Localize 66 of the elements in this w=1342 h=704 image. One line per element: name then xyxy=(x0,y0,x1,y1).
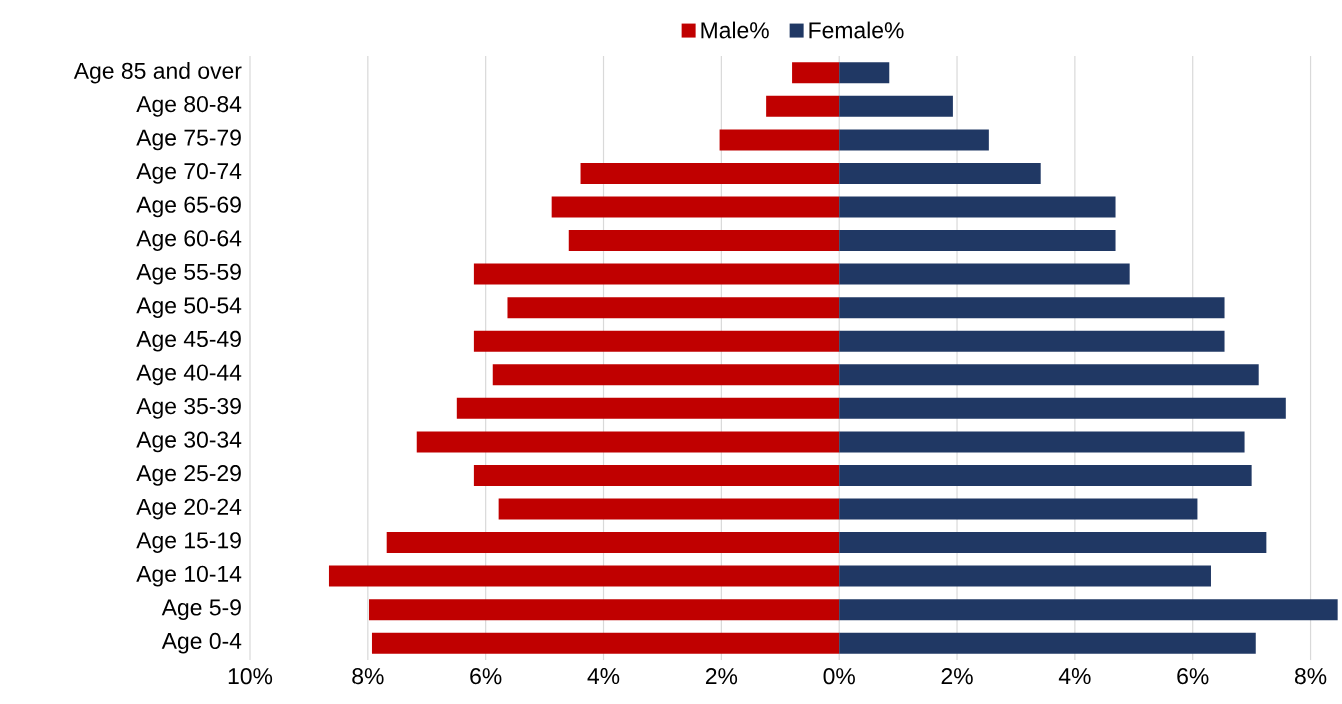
bar xyxy=(839,364,1259,386)
bar xyxy=(839,397,1286,419)
bar xyxy=(473,330,840,352)
bar xyxy=(473,464,840,486)
bar xyxy=(328,565,840,587)
bar xyxy=(839,129,989,151)
x-tick-label: 10% xyxy=(228,668,273,685)
y-tick-label: Age 40-44 xyxy=(136,364,242,386)
bar xyxy=(507,297,840,319)
bar xyxy=(839,464,1252,486)
legend-label: Female% xyxy=(809,21,904,39)
bar xyxy=(839,565,1211,587)
y-tick-label: Age 80-84 xyxy=(136,95,242,117)
bar xyxy=(369,599,840,621)
bar xyxy=(386,532,840,554)
y-tick-label: Age 10-14 xyxy=(136,565,242,587)
y-tick-label: Age 55-59 xyxy=(136,263,241,285)
bar xyxy=(766,95,840,117)
bar xyxy=(839,431,1245,453)
y-tick-label: Age 5-9 xyxy=(161,599,241,621)
bar xyxy=(568,230,840,252)
x-tick-label: 0% xyxy=(823,668,855,685)
bar xyxy=(473,263,840,285)
bar xyxy=(498,498,840,520)
y-tick-label: Age 0-4 xyxy=(161,632,242,654)
bar xyxy=(792,62,840,84)
y-tick-label: Age 25-29 xyxy=(136,465,241,486)
legend-label: Male% xyxy=(701,21,769,39)
bar xyxy=(839,263,1130,285)
x-tick-label: 4% xyxy=(587,668,620,685)
y-tick-label: Age 85 and over xyxy=(73,62,242,84)
bar xyxy=(371,632,840,654)
y-tick-label: Age 30-34 xyxy=(136,431,242,453)
y-tick-label: Age 60-64 xyxy=(136,230,242,251)
y-tick-label: Age 35-39 xyxy=(136,397,241,419)
x-tick-label: 2% xyxy=(705,668,738,685)
x-tick-label: 8% xyxy=(1294,668,1327,685)
y-tick-label: Age 65-69 xyxy=(136,196,241,218)
x-tick-label: 4% xyxy=(1058,668,1091,685)
y-tick-label: Age 75-79 xyxy=(136,129,241,151)
bar xyxy=(839,532,1267,554)
bar xyxy=(839,599,1338,621)
bar xyxy=(551,196,840,218)
bar xyxy=(839,498,1198,520)
bar xyxy=(839,297,1225,319)
bar xyxy=(492,364,840,386)
y-tick-label: Age 70-74 xyxy=(136,163,242,184)
y-tick-label: Age 45-49 xyxy=(136,330,241,352)
bar xyxy=(839,632,1256,654)
bar xyxy=(580,162,840,184)
bar xyxy=(416,431,840,453)
x-tick-label: 6% xyxy=(1177,668,1209,685)
x-tick-label: 8% xyxy=(352,668,384,685)
bar xyxy=(839,162,1041,184)
bar xyxy=(456,397,840,419)
x-tick-label: 2% xyxy=(941,668,973,685)
bar xyxy=(719,129,840,151)
bar xyxy=(839,62,890,84)
bar xyxy=(839,330,1225,352)
bar xyxy=(839,230,1116,252)
x-tick-label: 6% xyxy=(470,668,502,685)
bar xyxy=(839,95,953,117)
y-tick-label: Age 50-54 xyxy=(136,297,242,319)
y-tick-label: Age 20-24 xyxy=(136,498,242,520)
y-tick-label: Age 15-19 xyxy=(136,532,241,553)
bar xyxy=(839,196,1116,218)
